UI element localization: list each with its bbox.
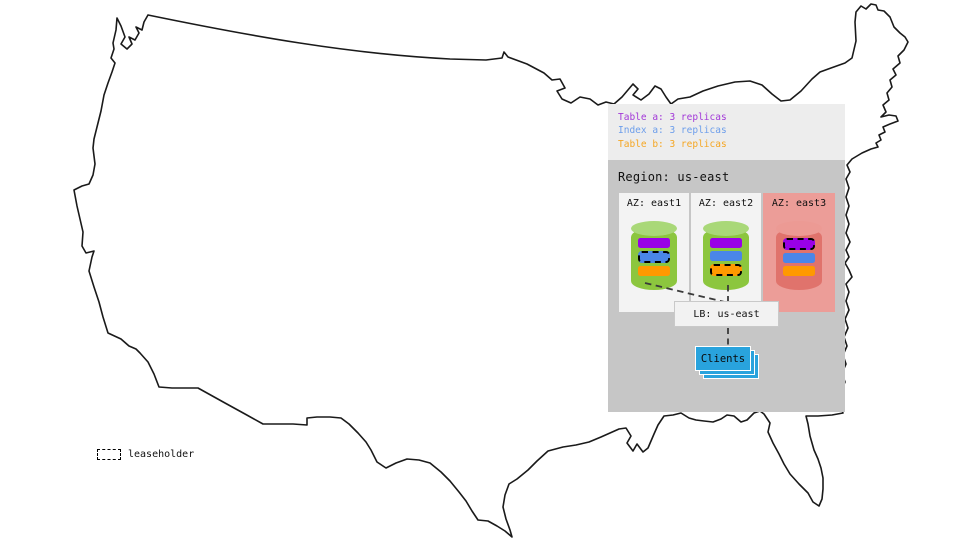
- replica-bars: [710, 238, 742, 276]
- replica-bar-table-a: [710, 238, 742, 248]
- replica-bar-index-a: [783, 253, 815, 263]
- legend-table-b: Table b: 3 replicas: [618, 138, 727, 150]
- az-label: AZ: east3: [771, 198, 827, 209]
- replica-bars: [783, 238, 815, 276]
- replica-bar-table-b-leaseholder: [710, 264, 742, 276]
- leaseholder-key-label: leaseholder: [128, 449, 195, 460]
- replica-legend: Table a: 3 replicas Index a: 3 replicas …: [608, 104, 845, 160]
- leaseholder-swatch-icon: [97, 449, 121, 460]
- replica-bar-table-a: [638, 238, 670, 248]
- leaseholder-key: leaseholder: [97, 449, 194, 460]
- database-node-icon: [776, 221, 822, 290]
- replica-bar-index-a: [710, 251, 742, 261]
- load-balancer-label: LB: us-east: [693, 308, 760, 320]
- legend-table-a: Table a: 3 replicas: [618, 112, 727, 123]
- az-box-east2: AZ: east2: [691, 193, 761, 312]
- clients-label: Clients: [700, 352, 746, 365]
- clients-stack: Clients: [695, 346, 759, 379]
- replica-bars: [638, 238, 670, 276]
- region-title: Region: us-east: [618, 170, 730, 184]
- replica-bar-table-b: [638, 266, 670, 276]
- replica-bar-table-a-leaseholder: [783, 238, 815, 250]
- load-balancer-box: LB: us-east: [674, 301, 779, 327]
- cylinder-top: [703, 221, 749, 236]
- cylinder-top: [631, 221, 677, 236]
- az-box-east3-down: AZ: east3: [763, 193, 835, 312]
- replica-bar-index-a-leaseholder: [638, 251, 670, 263]
- az-box-east1: AZ: east1: [619, 193, 689, 312]
- cylinder-top: [776, 221, 822, 236]
- az-label: AZ: east2: [698, 198, 754, 209]
- az-label: AZ: east1: [626, 198, 682, 209]
- replica-bar-table-b: [783, 266, 815, 276]
- database-node-icon: [703, 221, 749, 290]
- database-node-icon: [631, 221, 677, 290]
- az-row: AZ: east1 AZ: east2 AZ: east3: [619, 193, 835, 312]
- legend-index-a: Index a: 3 replicas: [618, 125, 727, 137]
- clients-box: Clients: [695, 346, 751, 371]
